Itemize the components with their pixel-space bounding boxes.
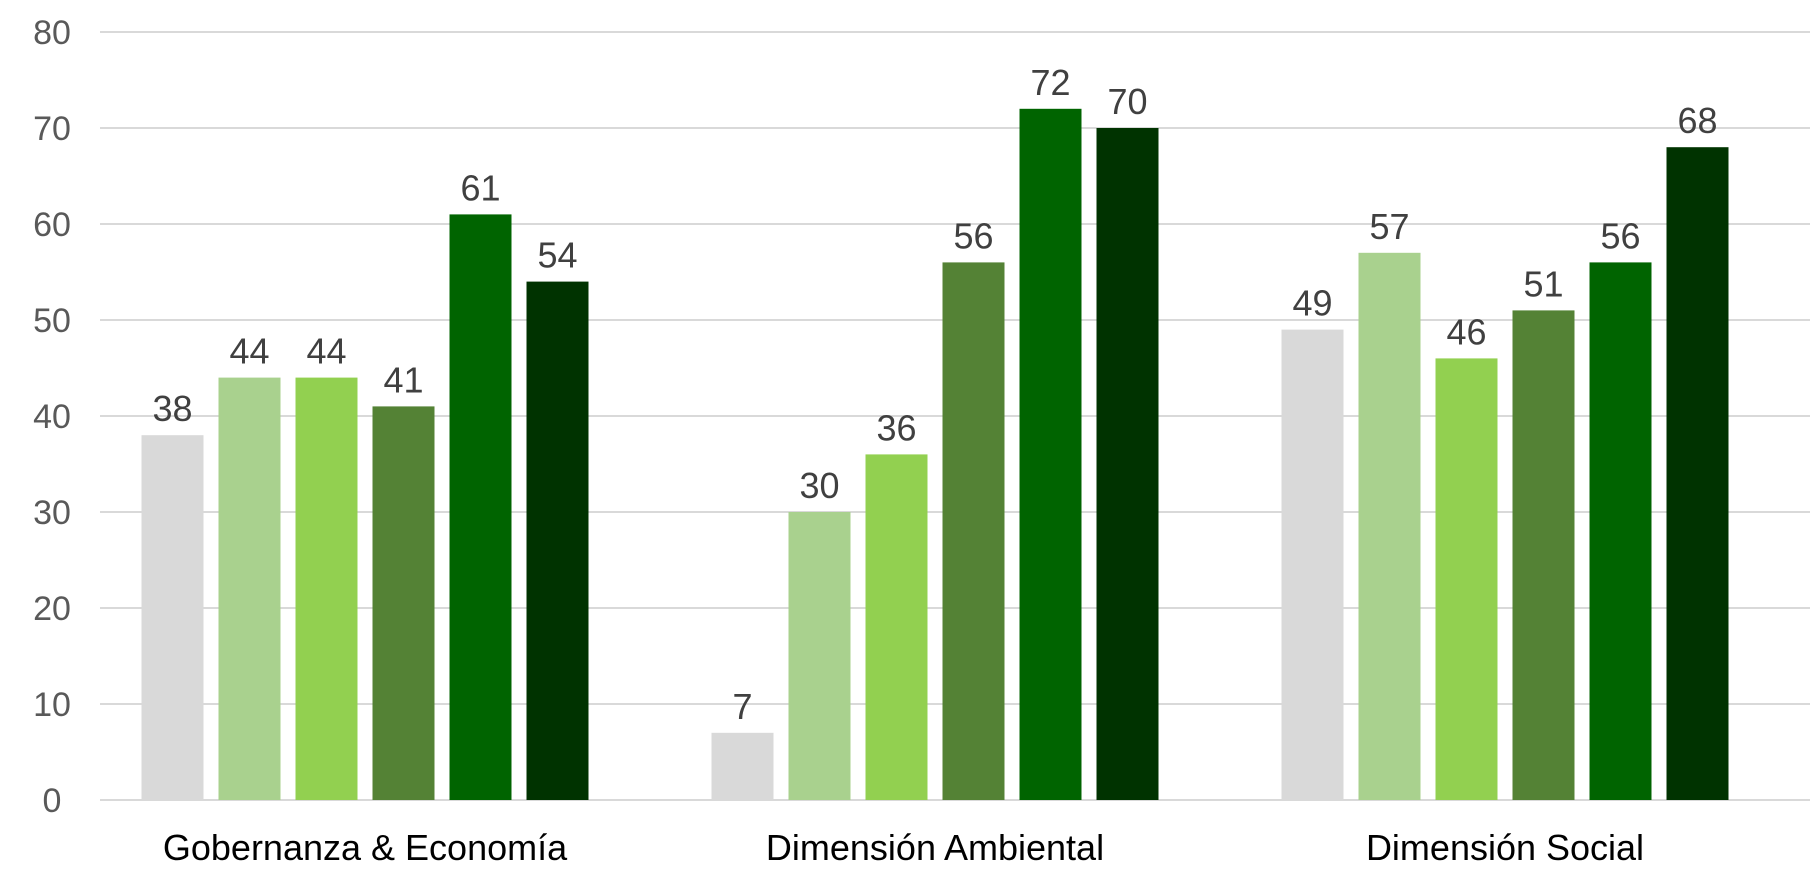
data-label: 68 — [1677, 100, 1717, 141]
y-tick-label: 60 — [33, 206, 71, 244]
data-label: 41 — [383, 359, 423, 400]
data-label: 57 — [1369, 206, 1409, 247]
bar — [1589, 262, 1652, 800]
bar — [141, 435, 204, 800]
data-label: 56 — [1600, 215, 1640, 256]
y-tick-label: 80 — [33, 14, 71, 52]
data-label: 49 — [1292, 283, 1332, 324]
bar — [1666, 147, 1729, 800]
data-label: 44 — [306, 331, 346, 372]
data-label: 51 — [1523, 263, 1563, 304]
y-axis-ticks: 0 10 20 30 40 50 60 70 80 — [33, 14, 71, 820]
bar — [372, 406, 435, 800]
bar — [1512, 310, 1575, 800]
bar — [295, 377, 358, 800]
data-label: 54 — [537, 235, 577, 276]
data-label: 70 — [1107, 81, 1147, 122]
bar — [218, 377, 281, 800]
bar — [1096, 128, 1159, 800]
category-labels: Gobernanza & Economía Dimensión Ambiental… — [163, 827, 1644, 868]
y-tick-label: 0 — [43, 782, 62, 820]
data-labels: 38 44 44 41 61 54 7 30 36 56 72 70 49 57 46 51 56 68 — [152, 62, 1717, 727]
bar — [1019, 108, 1082, 801]
category-label: Dimensión Social — [1366, 827, 1644, 868]
y-tick-label: 50 — [33, 302, 71, 340]
category-label: Dimensión Ambiental — [766, 827, 1104, 868]
data-label: 7 — [732, 686, 752, 727]
data-label: 38 — [152, 388, 192, 429]
data-label: 30 — [799, 465, 839, 506]
y-tick-label: 30 — [33, 494, 71, 532]
y-tick-label: 70 — [33, 110, 71, 148]
y-tick-label: 40 — [33, 398, 71, 436]
bar — [865, 454, 928, 800]
bar — [942, 262, 1005, 800]
bar — [526, 281, 589, 801]
category-label: Gobernanza & Economía — [163, 827, 568, 868]
bars — [141, 108, 1729, 801]
bar — [1281, 329, 1344, 800]
bar — [1435, 358, 1498, 800]
bar — [788, 512, 851, 800]
y-tick-label: 10 — [33, 686, 71, 724]
data-label: 72 — [1030, 62, 1070, 103]
data-label: 46 — [1446, 311, 1486, 352]
data-label: 36 — [876, 407, 916, 448]
bar — [449, 214, 512, 800]
bar — [1358, 252, 1421, 801]
data-label: 44 — [229, 331, 269, 372]
data-label: 61 — [460, 167, 500, 208]
data-label: 56 — [953, 215, 993, 256]
bar — [711, 732, 774, 800]
y-tick-label: 20 — [33, 590, 71, 628]
